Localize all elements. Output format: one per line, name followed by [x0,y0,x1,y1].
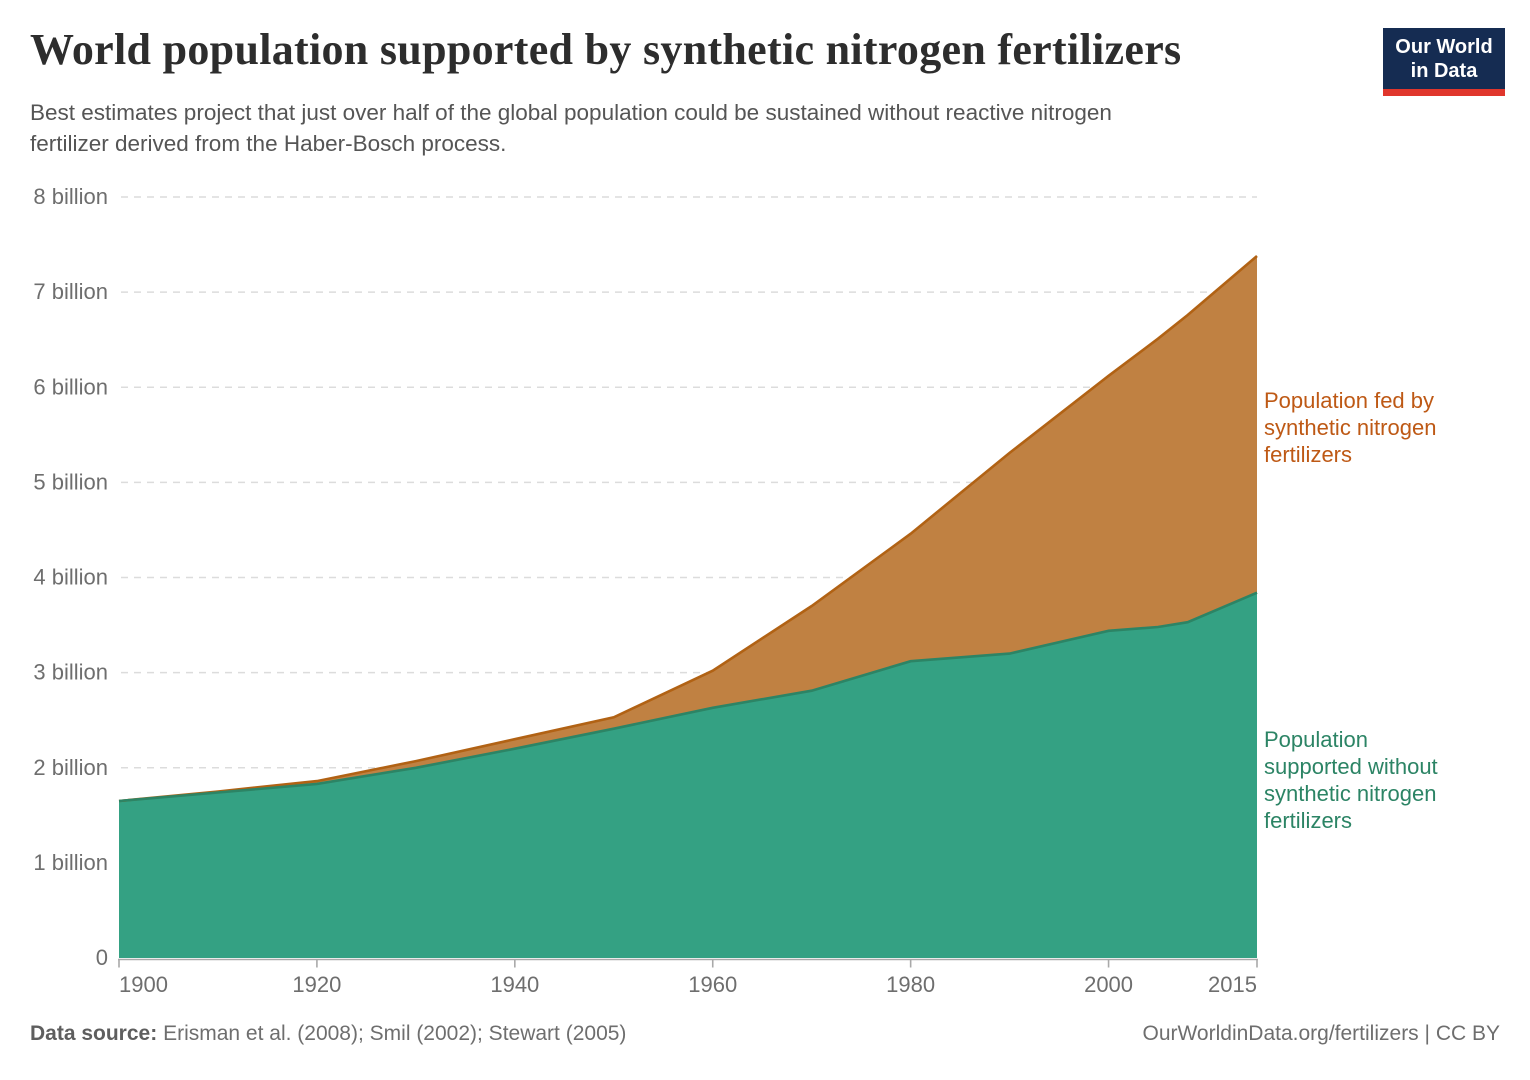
y-tick-label-4: 4 billion [33,565,108,590]
y-tick-label-3: 3 billion [33,660,108,685]
license-note: OurWorldinData.org/fertilizers | CC BY [1142,1022,1500,1046]
x-tick-label-1940: 1940 [490,972,539,997]
x-tick-label-1920: 1920 [292,972,341,997]
subtitle-line-1: Best estimates project that just over ha… [30,100,1112,125]
license-label: CC BY [1435,1022,1500,1045]
logo-text-line-2: in Data [1410,60,1478,82]
data-source-note: Data source: Erisman et al. (2008); Smil… [30,1022,626,1046]
chart-footer: Data source: Erisman et al. (2008); Smil… [30,1022,1500,1046]
x-tick-label-2015: 2015 [1208,972,1257,997]
y-tick-label-0: 0 [96,945,108,970]
owid-url-link[interactable]: OurWorldinData.org/fertilizers [1142,1022,1419,1045]
series-label-supported-without: Population supported without synthetic n… [1264,727,1438,833]
subtitle-line-2: fertilizer derived from the Haber-Bosch … [30,131,507,156]
data-source-label: Data source: [30,1022,158,1045]
stacked-area-chart[interactable]: 0 1 billion 2 billion 3 billion 4 billion 5 b… [0,0,1530,1010]
line-total-population[interactable] [118,255,1258,803]
x-tick-label-1960: 1960 [688,972,737,997]
y-tick-label-2: 2 billion [33,755,108,780]
license-separator: | [1418,1022,1436,1045]
x-tick-label-1980: 1980 [886,972,935,997]
x-tick-label-1900: 1900 [119,972,168,997]
line-supported-without[interactable] [118,591,1258,803]
y-tick-label-5: 5 billion [33,469,108,494]
area-supported-without-fertilizers[interactable] [119,592,1257,958]
logo-text-line-1: Our World [1395,36,1493,58]
y-tick-label-8: 8 billion [33,184,108,209]
y-tick-label-7: 7 billion [33,279,108,304]
chart-subtitle: Best estimates project that just over ha… [30,97,1112,159]
y-tick-label-6: 6 billion [33,374,108,399]
x-tick-label-2000: 2000 [1084,972,1133,997]
page-title: World population supported by synthetic … [30,25,1182,74]
area-fed-by-fertilizers[interactable] [119,256,1257,801]
y-tick-label-1: 1 billion [33,850,108,875]
data-source-values: Erisman et al. (2008); Smil (2002); Stew… [163,1022,627,1045]
owid-logo[interactable]: Our World in Data [1383,28,1505,96]
series-label-fed-by-fertilizers: Population fed by synthetic nitrogen fer… [1264,388,1437,467]
